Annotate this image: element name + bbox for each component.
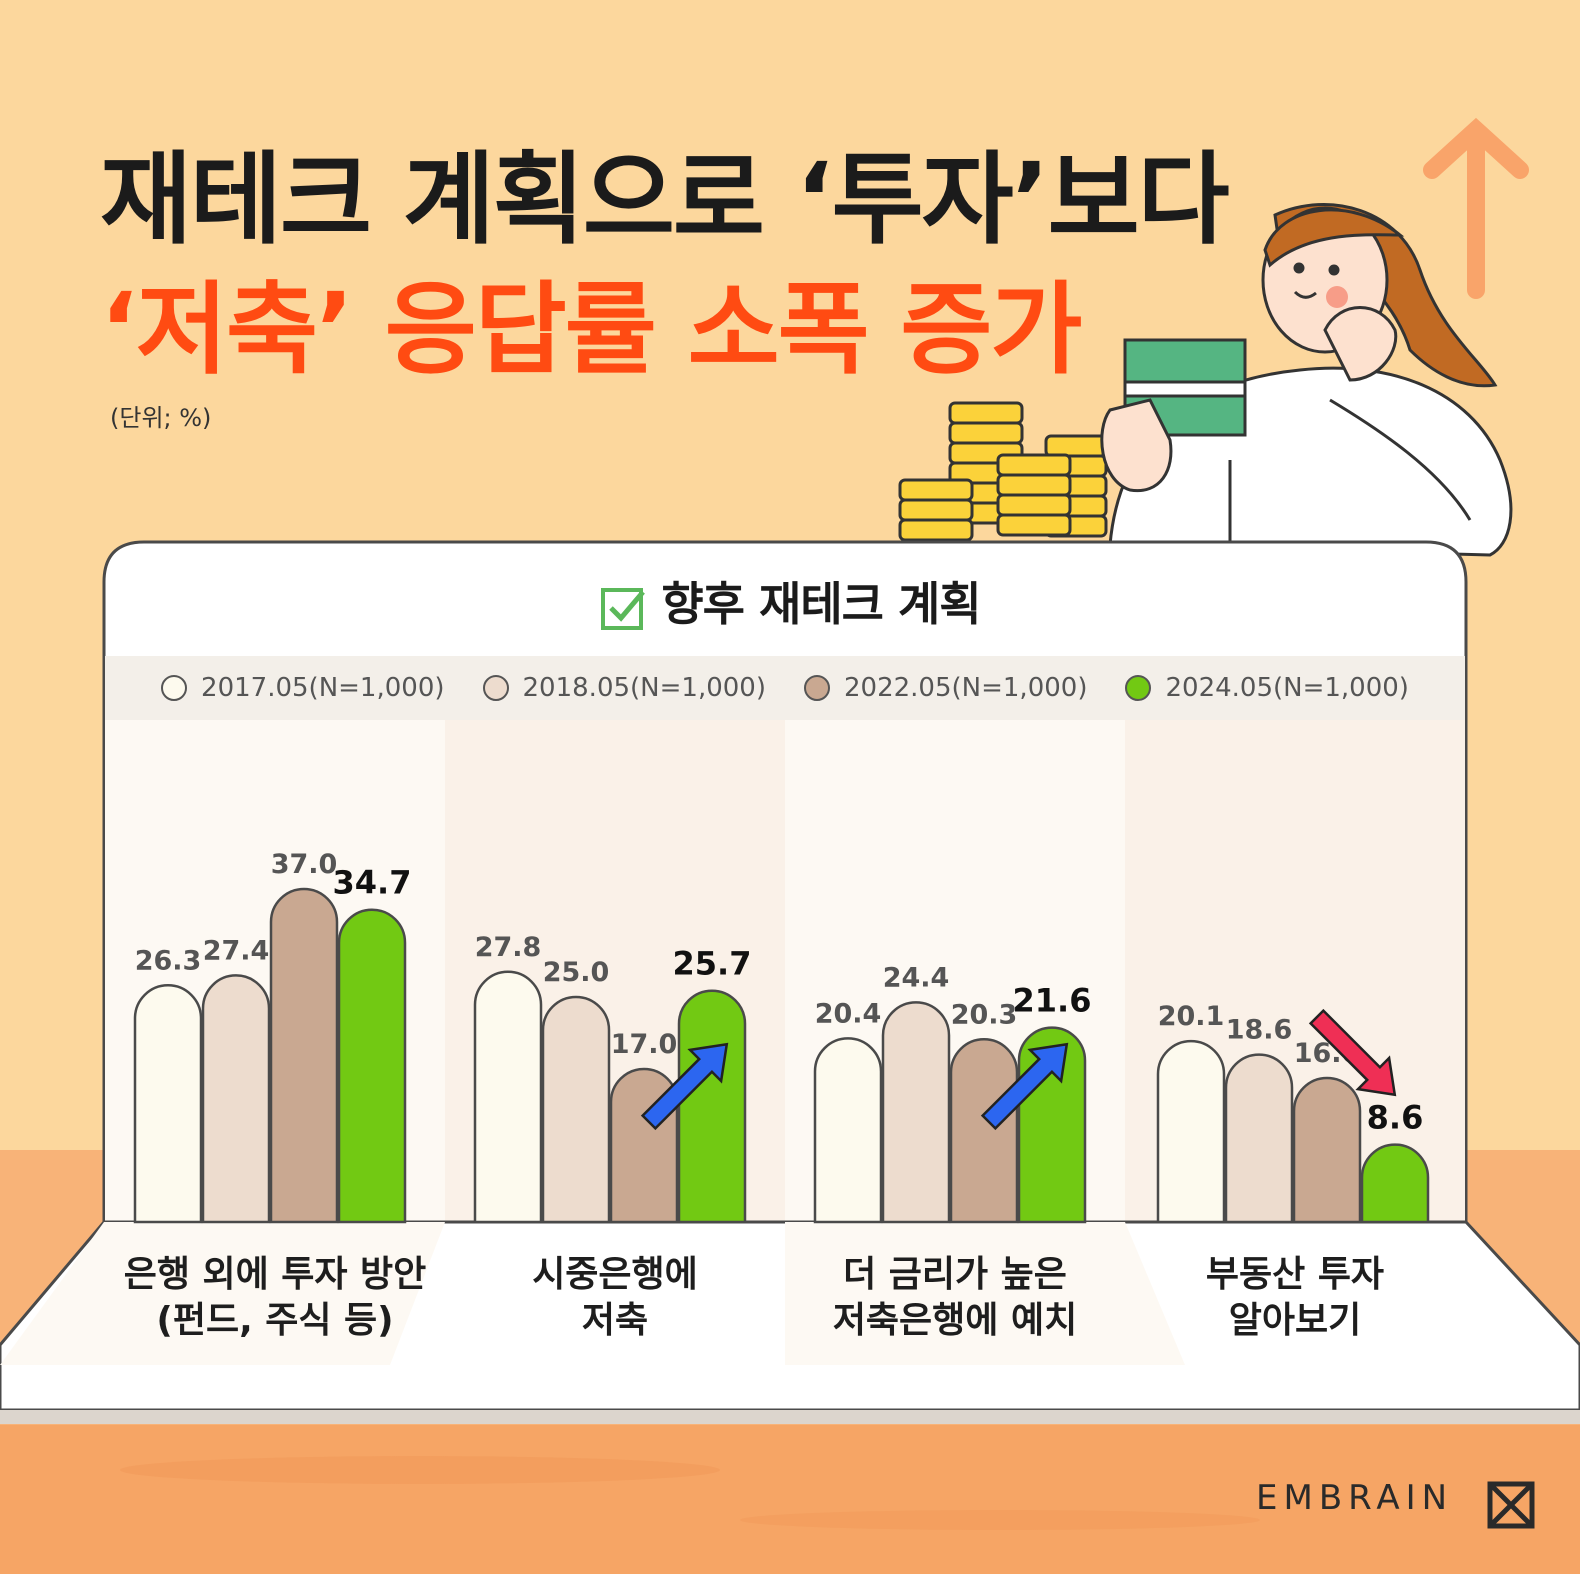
bar-2017-cat0 <box>133 984 203 1224</box>
chart-title: 향후 재테크 계획 <box>0 568 1580 634</box>
legend-label-2018: 2018.05(N=1,000) <box>522 673 766 703</box>
legend-item-2018: 2018.05(N=1,000) <box>482 673 766 703</box>
legend: 2017.05(N=1,000) 2018.05(N=1,000) 2022.0… <box>104 656 1466 720</box>
value-label-2022-cat0: 37.0 <box>271 849 338 880</box>
legend-swatch-2018 <box>482 675 509 701</box>
legend-label-2024: 2024.05(N=1,000) <box>1165 673 1409 703</box>
value-label-2018-cat2: 24.4 <box>883 962 950 993</box>
trend-down-arrow-icon <box>1308 1008 1397 1097</box>
value-label-2017-cat1: 27.8 <box>475 932 542 963</box>
value-label-2024-cat3: 8.6 <box>1367 1099 1424 1137</box>
trend-up-arrow-icon <box>640 1042 729 1131</box>
woman-character-icon <box>1100 203 1513 557</box>
value-label-2017-cat2: 20.4 <box>815 998 882 1029</box>
bar-2018-cat0 <box>201 974 271 1224</box>
legend-label-2017: 2017.05(N=1,000) <box>201 673 445 703</box>
category-label-text: 부동산 투자 알아보기 <box>1205 1254 1385 1341</box>
legend-swatch-2022 <box>804 675 830 701</box>
checkbox-icon <box>601 587 646 630</box>
chart-title-text: 향후 재테크 계획 <box>661 577 981 631</box>
bar-chart: 26.3 27.8 20.4 20.1 27.4 25.0 24.4 18.6 37.0 17.0… <box>133 849 1430 1224</box>
bar-2024-cat3 <box>1360 1143 1430 1224</box>
category-label-real-estate: 부동산 투자 알아보기 <box>1125 1252 1465 1344</box>
value-label-2017-cat3: 20.1 <box>1158 1001 1225 1032</box>
bar-2017-cat1 <box>473 970 543 1224</box>
value-label-2022-cat1: 17.0 <box>611 1029 678 1060</box>
headline-line-1: 재테크 계획으로 ‘투자’보다 <box>100 141 1230 258</box>
value-label-2024-cat0: 34.7 <box>333 864 412 902</box>
bar-2018-cat1 <box>541 995 611 1224</box>
category-label-savings-bank: 더 금리가 높은 저축은행에 예치 <box>785 1252 1125 1344</box>
value-label-2018-cat3: 18.6 <box>1226 1015 1293 1046</box>
legend-label-2022: 2022.05(N=1,000) <box>844 673 1088 703</box>
value-label-2017-cat0: 26.3 <box>135 945 202 976</box>
bar-2017-cat3 <box>1156 1039 1226 1224</box>
bar-2024-cat0 <box>337 908 407 1224</box>
legend-item-2022: 2022.05(N=1,000) <box>804 673 1087 703</box>
bar-2018-cat2 <box>881 1001 951 1224</box>
legend-swatch-2017 <box>161 675 188 701</box>
up-arrow-icon <box>1423 117 1529 299</box>
category-label-text: 은행 외에 투자 방안 (펀드, 주식 등) <box>123 1254 427 1341</box>
bar-2017-cat2 <box>813 1037 883 1224</box>
brand-logo-text: EMBRAIN <box>1256 1478 1454 1518</box>
coin-stacks-icon <box>898 401 1108 542</box>
trend-up-arrow-icon <box>980 1042 1069 1131</box>
bar-2018-cat3 <box>1224 1053 1294 1224</box>
bar-2022-cat2 <box>949 1038 1019 1224</box>
bar-2022-cat0 <box>269 887 339 1224</box>
category-label-bank-savings: 시중은행에 저축 <box>445 1252 785 1344</box>
category-label-investment: 은행 외에 투자 방안 (펀드, 주식 등) <box>105 1252 445 1344</box>
value-label-2022-cat2: 20.3 <box>951 999 1018 1030</box>
value-label-2018-cat0: 27.4 <box>203 935 270 966</box>
headline-line-2: ‘저축’ 응답률 소폭 증가 <box>100 271 1082 388</box>
category-label-text: 시중은행에 저축 <box>532 1254 698 1341</box>
bar-2022-cat3 <box>1292 1076 1362 1224</box>
legend-item-2024: 2024.05(N=1,000) <box>1125 673 1409 703</box>
legend-item-2017: 2017.05(N=1,000) <box>161 673 445 703</box>
embrain-logo-icon <box>1487 1481 1535 1529</box>
category-label-text: 더 금리가 높은 저축은행에 예치 <box>832 1254 1078 1341</box>
value-label-2024-cat1: 25.7 <box>673 945 752 983</box>
value-label-2018-cat1: 25.0 <box>543 957 610 988</box>
legend-swatch-2024 <box>1125 675 1152 701</box>
bar-2024-cat1 <box>677 989 747 1224</box>
value-label-2024-cat2: 21.6 <box>1013 982 1092 1020</box>
unit-label: (단위; %) <box>110 404 212 432</box>
